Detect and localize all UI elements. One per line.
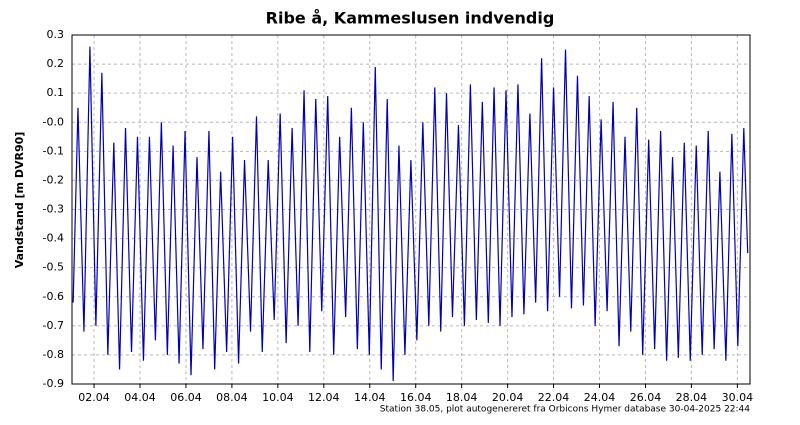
x-tick-label: 04.04 — [124, 391, 156, 404]
y-tick-label: -0.6 — [43, 290, 64, 303]
y-tick-label: -0.9 — [43, 377, 64, 390]
y-tick-label: -0.4 — [43, 232, 64, 245]
y-tick-label: 0.2 — [47, 57, 65, 70]
y-tick-label: -0.7 — [43, 319, 64, 332]
x-tick-label: 26.04 — [630, 391, 662, 404]
x-tick-label: 10.04 — [262, 391, 294, 404]
data-line — [72, 46, 749, 382]
y-tick-label: -0.0 — [43, 115, 64, 128]
y-tick-label: -0.5 — [43, 261, 64, 274]
x-tick-label: 30.04 — [722, 391, 754, 404]
y-tick-label: -0.8 — [43, 348, 64, 361]
x-tick-label: 18.04 — [446, 391, 478, 404]
y-axis-label: Vandstand [m DVR90] — [13, 132, 26, 269]
x-tick-label: 28.04 — [676, 391, 708, 404]
plot-frame — [71, 34, 751, 385]
y-tick-label: 0.3 — [47, 28, 65, 41]
chart-title: Ribe å, Kammeslusen indvendig — [266, 9, 555, 28]
y-tick-label: -0.3 — [43, 203, 64, 216]
x-tick-label: 14.04 — [354, 391, 386, 404]
x-tick-label: 02.04 — [78, 391, 110, 404]
y-tick-label: -0.2 — [43, 173, 64, 186]
x-tick-label: 24.04 — [584, 391, 616, 404]
x-tick-label: 12.04 — [308, 391, 340, 404]
footer-note: Station 38.05, plot autogenereret fra Or… — [380, 405, 751, 415]
y-tick-label: -0.1 — [43, 144, 64, 157]
x-tick-label: 06.04 — [170, 391, 202, 404]
x-tick-label: 20.04 — [492, 391, 524, 404]
x-tick-label: 16.04 — [400, 391, 432, 404]
x-tick-label: 22.04 — [538, 391, 570, 404]
y-tick-label: 0.1 — [47, 86, 65, 99]
x-tick-label: 08.04 — [216, 391, 248, 404]
